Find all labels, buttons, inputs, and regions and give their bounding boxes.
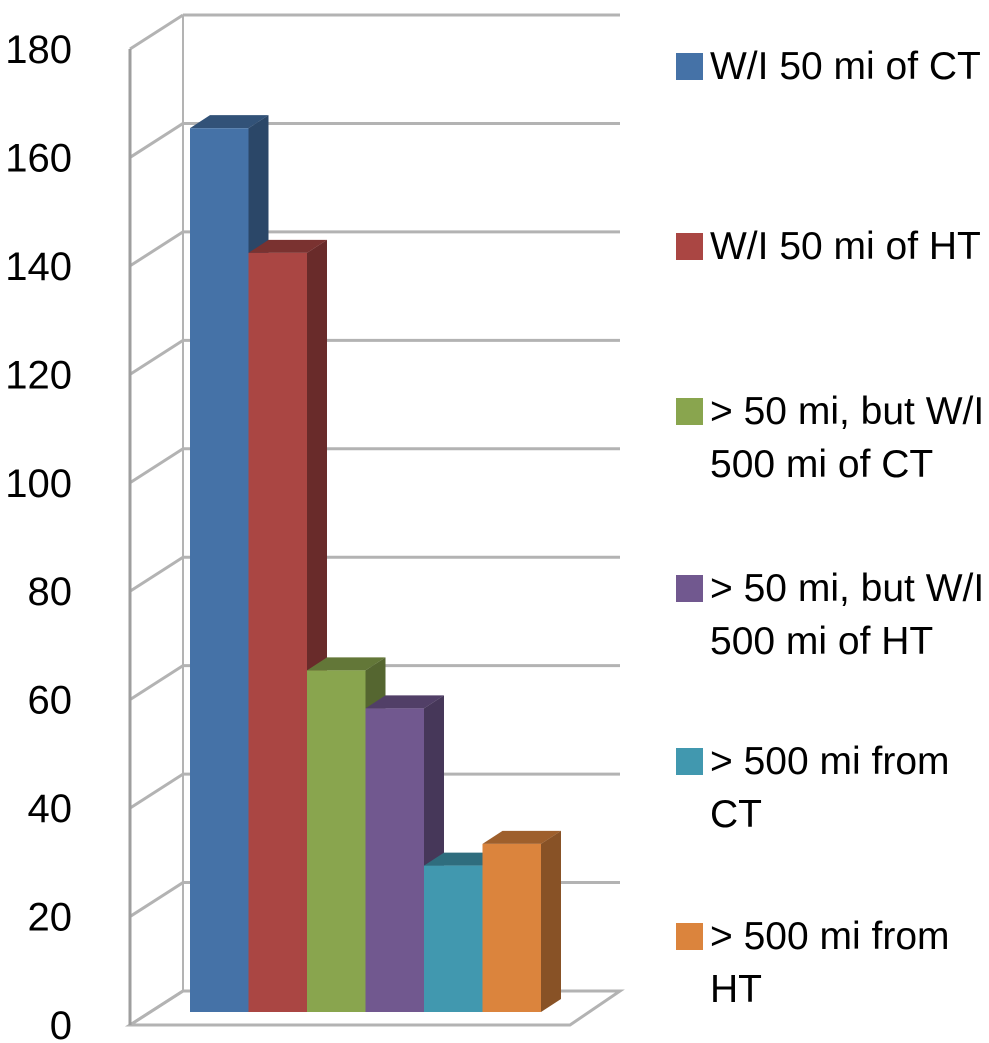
bar-front bbox=[365, 708, 424, 1012]
bar-front bbox=[307, 670, 366, 1012]
gridline-side bbox=[129, 555, 184, 593]
bar-front bbox=[190, 128, 249, 1012]
y-tick-label: 0 bbox=[50, 1004, 72, 1043]
y-tick-label: 100 bbox=[5, 462, 72, 506]
y-tick-label: 80 bbox=[28, 570, 73, 614]
bar-top bbox=[248, 239, 327, 253]
legend-label: > 50 mi, but W/I 500 mi of CT bbox=[710, 390, 985, 486]
gridline-side bbox=[129, 989, 184, 1027]
bar bbox=[482, 830, 561, 1012]
gridline-side bbox=[129, 664, 184, 701]
bar-front bbox=[424, 865, 483, 1012]
y-tick-label: 160 bbox=[5, 136, 72, 180]
legend-swatch bbox=[676, 233, 703, 260]
bar-top bbox=[365, 695, 444, 709]
legend-swatch bbox=[676, 748, 703, 775]
gridline-side bbox=[129, 772, 184, 810]
legend-label: W/I 50 mi of CT bbox=[710, 45, 981, 88]
legend-swatch bbox=[676, 398, 703, 425]
y-tick-label: 180 bbox=[5, 28, 72, 72]
legend-label: > 500 mi from CT bbox=[710, 740, 950, 836]
y-tick-label: 140 bbox=[5, 245, 72, 289]
bar-side bbox=[541, 830, 561, 1012]
gridline-side bbox=[129, 881, 184, 918]
y-tick-labels: 0 20 40 60 80 100 120 140 160 180 bbox=[5, 28, 72, 1043]
gridline-side bbox=[129, 13, 184, 51]
bar-top bbox=[190, 115, 269, 129]
bar-front bbox=[482, 843, 541, 1012]
gridline-side bbox=[129, 447, 184, 485]
gridline-side bbox=[129, 230, 184, 268]
legend-swatch bbox=[676, 575, 703, 602]
y-tick-label: 20 bbox=[28, 896, 73, 940]
legend-label: > 50 mi, but W/I 500 mi of HT bbox=[710, 567, 985, 663]
y-tick-label: 40 bbox=[28, 787, 73, 831]
bars bbox=[190, 115, 561, 1012]
gridline-side bbox=[129, 339, 184, 376]
y-tick-label: 120 bbox=[5, 353, 72, 397]
bar-top bbox=[307, 657, 386, 671]
legend-swatch bbox=[676, 923, 703, 950]
bar-front bbox=[248, 252, 307, 1012]
legend-label: > 500 mi from HT bbox=[710, 915, 950, 1011]
y-tick-label: 60 bbox=[28, 679, 73, 723]
legend-swatch bbox=[676, 53, 703, 80]
gridline-side bbox=[129, 122, 184, 159]
bar-top bbox=[482, 830, 561, 844]
legend-label: W/I 50 mi of HT bbox=[710, 225, 981, 268]
